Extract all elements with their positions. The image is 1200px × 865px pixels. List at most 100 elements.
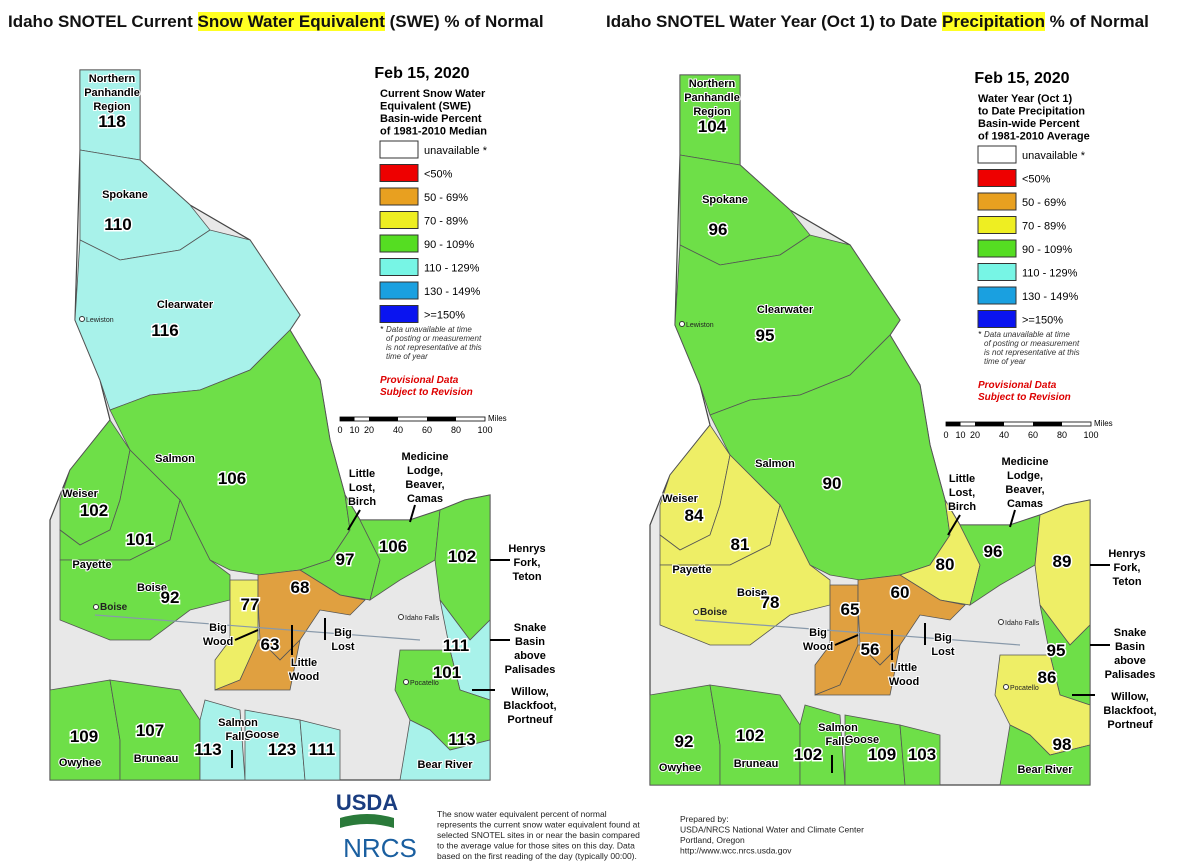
basin-name: Palisades bbox=[1105, 669, 1156, 681]
basin-name: Lost bbox=[931, 646, 955, 658]
legend-swatch bbox=[977, 239, 1017, 258]
legend-label: >=150% bbox=[424, 310, 465, 322]
city-dot bbox=[998, 619, 1004, 625]
basin-name: Big bbox=[934, 632, 952, 644]
basin-name: Bruneau bbox=[134, 753, 179, 765]
basin-name: Big bbox=[334, 627, 352, 639]
scale-bar bbox=[339, 416, 486, 422]
footnote-mark: * bbox=[978, 330, 982, 339]
basin-name: Blackfoot, bbox=[1103, 705, 1156, 717]
legend-swatch bbox=[977, 192, 1017, 211]
basin-name: Spokane bbox=[702, 194, 748, 206]
logo-nrcs: NRCS bbox=[343, 833, 417, 863]
legend-swatch bbox=[977, 145, 1017, 164]
scale-label: 100 bbox=[477, 425, 492, 435]
leader-line bbox=[409, 504, 416, 523]
basin-name: above bbox=[1114, 655, 1146, 667]
basin-area bbox=[299, 719, 341, 781]
footnote: Data unavailable at time bbox=[984, 330, 1070, 339]
basin-value: 107 bbox=[136, 721, 164, 740]
footnote: time of year bbox=[386, 352, 428, 361]
basin-name: Wood bbox=[889, 676, 919, 688]
basin-name: Payette bbox=[72, 559, 111, 571]
legend-description: Current Snow Water bbox=[380, 88, 486, 100]
scale-label: 60 bbox=[1028, 430, 1038, 440]
basin-name: Basin bbox=[515, 636, 545, 648]
basin-value: 102 bbox=[794, 745, 822, 764]
scale-segment bbox=[975, 422, 1004, 426]
basin-name: Fork, bbox=[1114, 562, 1141, 574]
basin-area bbox=[857, 574, 966, 666]
scale-segment bbox=[427, 417, 456, 421]
title-part: % of Normal bbox=[1044, 12, 1149, 31]
basin-name: Bear River bbox=[1017, 764, 1073, 776]
basin-name: Falls bbox=[225, 731, 250, 743]
basin-value: 104 bbox=[698, 117, 727, 136]
provisional-note: Subject to Revision bbox=[380, 387, 473, 398]
basin-area bbox=[799, 704, 846, 786]
legend-label: 50 - 69% bbox=[424, 192, 468, 204]
basin-value: 106 bbox=[379, 537, 407, 556]
scale-label: 100 bbox=[1083, 430, 1098, 440]
footnote: of posting or measurement bbox=[386, 334, 482, 343]
basin-name: Falls bbox=[825, 736, 850, 748]
title-part: Idaho SNOTEL Water Year (Oct 1) to Date bbox=[606, 12, 942, 31]
basin-name: Salmon bbox=[818, 722, 858, 734]
footnote: Data unavailable at time bbox=[386, 325, 472, 334]
basin-name: Willow, bbox=[511, 686, 548, 698]
basin-value: 98 bbox=[1053, 735, 1072, 754]
legend-label: 130 - 149% bbox=[1022, 291, 1078, 303]
legend-description: of 1981-2010 Median bbox=[380, 126, 487, 138]
basin-value: 101 bbox=[126, 530, 154, 549]
basin-value: 123 bbox=[268, 740, 296, 759]
basin-name: Salmon bbox=[155, 453, 195, 465]
footer-prepared: http://www.wcc.nrcs.usda.gov bbox=[680, 846, 792, 856]
basin-name: Big bbox=[209, 622, 227, 634]
basin-name: Fork, bbox=[514, 557, 541, 569]
footnote: time of year bbox=[984, 357, 1026, 366]
legend-swatch bbox=[977, 263, 1017, 281]
leader-line bbox=[1009, 509, 1016, 528]
legend-label: 50 - 69% bbox=[1022, 197, 1066, 209]
basin-name: Beaver, bbox=[1005, 484, 1044, 496]
legend-swatch bbox=[977, 310, 1017, 328]
scale-label: 80 bbox=[1057, 430, 1067, 440]
basin-value: 63 bbox=[261, 635, 280, 654]
scale-label: 10 bbox=[349, 425, 359, 435]
basin-name: Lost, bbox=[349, 482, 375, 494]
basin-value: 118 bbox=[98, 112, 125, 131]
legend-label: unavailable * bbox=[1022, 150, 1086, 162]
basin-name: Salmon bbox=[218, 717, 258, 729]
basin-area bbox=[199, 699, 246, 781]
basin-value: 101 bbox=[433, 663, 461, 682]
city-label: Boise bbox=[100, 602, 128, 613]
basin-value: 60 bbox=[891, 583, 910, 602]
basin-value: 106 bbox=[218, 469, 246, 488]
basin-name: Northern bbox=[689, 78, 736, 90]
title-highlight: Snow Water Equivalent bbox=[197, 12, 385, 31]
scale-label: 0 bbox=[337, 425, 342, 435]
legend-swatch bbox=[379, 305, 419, 323]
legend-swatch bbox=[379, 211, 419, 229]
map-title: Idaho SNOTEL Current Snow Water Equivale… bbox=[8, 12, 544, 32]
city-dot bbox=[93, 604, 99, 610]
scale-label: 10 bbox=[955, 430, 965, 440]
basin-value: 89 bbox=[1053, 552, 1072, 571]
city-dot bbox=[398, 614, 404, 620]
basin-name: Salmon bbox=[755, 458, 795, 470]
basin-name: Teton bbox=[1112, 576, 1141, 588]
legend-date: Feb 15, 2020 bbox=[974, 70, 1069, 87]
leader-line bbox=[947, 514, 961, 536]
legend-label: unavailable * bbox=[424, 145, 488, 157]
basin-area bbox=[359, 509, 441, 601]
legend-label: 70 - 89% bbox=[424, 216, 468, 228]
basin-name: Lost, bbox=[949, 487, 975, 499]
basin-name: Clearwater bbox=[157, 299, 214, 311]
basin-name: Portneuf bbox=[1107, 719, 1153, 731]
legend-swatch bbox=[379, 164, 419, 182]
basin-name: Portneuf bbox=[507, 714, 553, 726]
basin-name: Willow, bbox=[1111, 691, 1148, 703]
basin-value: 68 bbox=[291, 578, 310, 597]
basin-value: 96 bbox=[709, 220, 728, 239]
